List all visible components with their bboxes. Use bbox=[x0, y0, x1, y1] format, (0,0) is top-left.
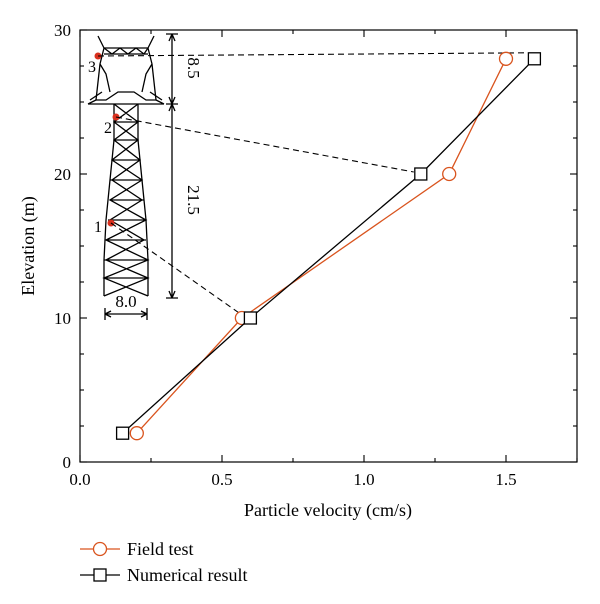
data-point-circle bbox=[129, 426, 144, 441]
x-tick-label: 0.0 bbox=[69, 470, 90, 489]
legend-marker-numerical-result bbox=[93, 568, 107, 582]
y-axis-label: Elevation (m) bbox=[18, 196, 39, 295]
dashed-connector bbox=[97, 52, 528, 57]
y-tick-label: 0 bbox=[63, 453, 72, 472]
series-line bbox=[136, 58, 507, 434]
tower-point-label-1: 1 bbox=[94, 219, 102, 236]
series-numerical-result bbox=[115, 52, 542, 440]
tower-body-lattice bbox=[102, 103, 150, 297]
data-point-circle bbox=[442, 166, 457, 182]
legend-marker-field-test bbox=[92, 541, 108, 557]
dashed-connectors bbox=[97, 52, 528, 317]
legend-label-field-test: Field test bbox=[127, 539, 194, 559]
height-dimension-line bbox=[166, 33, 178, 299]
y-tick-label: 30 bbox=[54, 21, 71, 40]
series-layer bbox=[115, 51, 542, 441]
x-axis-tick-labels: 0.0 0.5 1.0 1.5 bbox=[69, 470, 516, 489]
x-axis-ticks bbox=[79, 30, 578, 462]
data-point-square bbox=[414, 167, 428, 181]
legend-label-numerical-result: Numerical result bbox=[127, 565, 247, 585]
x-tick-label: 1.0 bbox=[353, 470, 374, 489]
x-tick-label: 1.5 bbox=[495, 470, 516, 489]
data-point-circle bbox=[498, 51, 514, 66]
tower-top-frame bbox=[95, 35, 157, 101]
x-axis-label: Particle velocity (cm/s) bbox=[244, 500, 412, 521]
data-point-square bbox=[527, 52, 542, 66]
x-tick-label: 0.5 bbox=[211, 470, 232, 489]
upper-height-label: 8.5 bbox=[184, 57, 203, 78]
y-axis-ticks bbox=[80, 29, 577, 463]
data-point-square bbox=[243, 311, 258, 325]
y-axis-tick-labels: 0 10 20 30 bbox=[54, 21, 71, 472]
legend: Field test Numerical result bbox=[80, 539, 247, 585]
body-height-label: 21.5 bbox=[184, 185, 203, 215]
dashed-connector bbox=[115, 116, 414, 173]
tower-point-label-3: 3 bbox=[88, 59, 96, 76]
tower-point-label-2: 2 bbox=[104, 120, 112, 137]
dashed-connector bbox=[110, 222, 244, 317]
y-tick-label: 20 bbox=[54, 165, 71, 184]
tower-inset bbox=[87, 33, 178, 320]
base-width-label: 8.0 bbox=[115, 292, 136, 311]
base-width-arrow bbox=[104, 308, 148, 320]
data-point-square bbox=[115, 426, 130, 440]
series-field-test bbox=[129, 51, 514, 441]
series-line bbox=[122, 58, 535, 434]
y-tick-label: 10 bbox=[54, 309, 71, 328]
tower-top-lattice bbox=[87, 47, 165, 105]
